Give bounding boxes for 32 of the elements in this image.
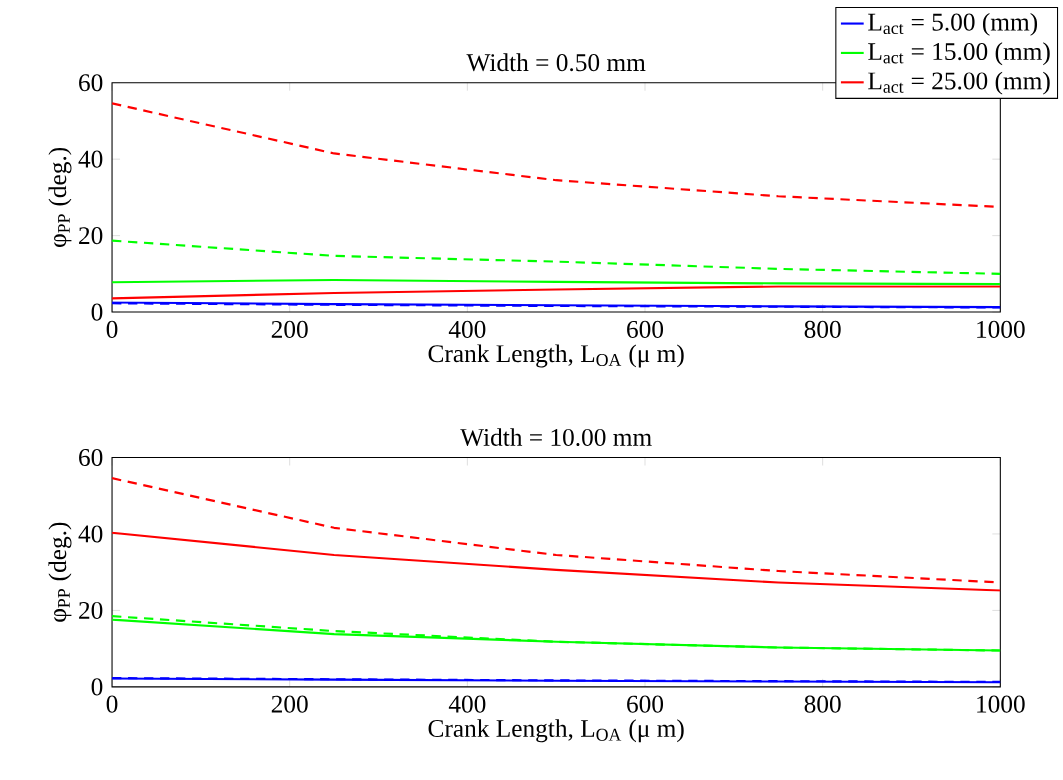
x-tick-label: 800 [804, 320, 841, 338]
y-tick-label: 0 [91, 678, 103, 696]
x-axis-title: Crank Length, L$_{OA}$ (μ m) [428, 719, 684, 743]
x-tick-label: 400 [448, 320, 486, 338]
x-axis-title: Crank Length, L$_{OA}$ (μ m) [428, 344, 684, 368]
x-tick-label: 600 [627, 695, 664, 713]
legend-label: L$_{act}$ = 5.00 (mm) [868, 12, 1038, 36]
x-tick-label: 1000 [977, 320, 1025, 338]
chart-title: Width = 0.50 mm [466, 53, 646, 72]
y-tick-label: 20 [79, 601, 103, 619]
x-tick-label: 200 [271, 695, 308, 713]
legend-label: L$_{act}$ = 15.00 (mm) [868, 42, 1050, 66]
y-tick-label: 40 [78, 525, 103, 543]
x-tick-label: 0 [106, 320, 118, 338]
y-tick-label: 60 [79, 448, 103, 466]
x-tick-label: 1000 [977, 695, 1025, 713]
x-tick-label: 200 [271, 320, 308, 338]
line-series [112, 239, 1001, 275]
line-series [112, 285, 1001, 300]
x-tick-label: 0 [106, 695, 118, 713]
y-tick-label: 0 [91, 303, 103, 321]
y-tick-label: 40 [78, 150, 103, 168]
chart-title: Width = 10.00 mm [460, 428, 652, 446]
y-tick-label: 20 [79, 226, 103, 245]
y-axis-title: φ$_{PP}$ (deg.) [48, 147, 72, 247]
line-series [112, 531, 1001, 592]
legend-label: L$_{act}$ = 25.00 (mm) [868, 71, 1050, 95]
y-axis-title: φ$_{PP}$ (deg.) [48, 522, 72, 622]
y-tick-label: 60 [79, 74, 103, 92]
x-tick-label: 400 [448, 695, 486, 713]
x-tick-label: 800 [804, 695, 841, 713]
x-tick-label: 600 [627, 320, 664, 338]
